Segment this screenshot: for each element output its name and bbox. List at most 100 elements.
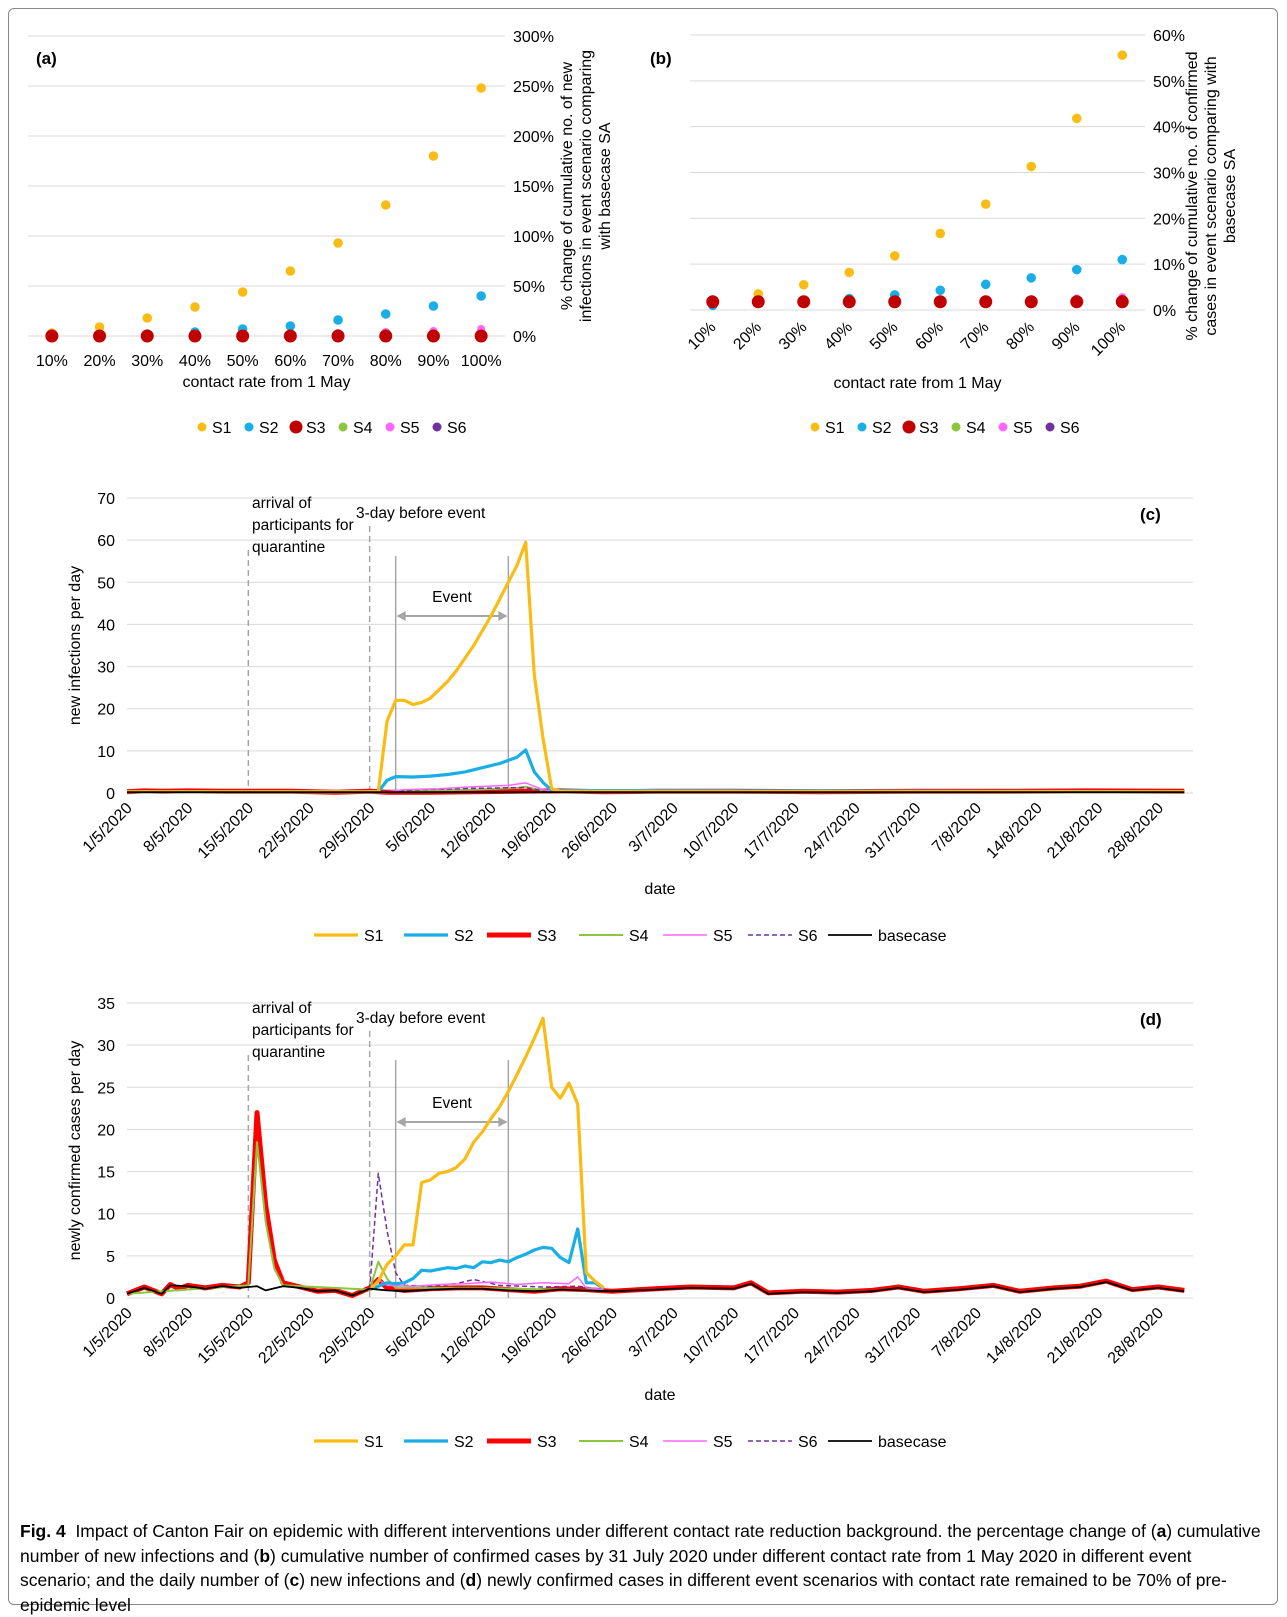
x-axis-title: contact rate from 1 May (182, 374, 350, 391)
arrival-annotation: participants for (252, 1022, 354, 1039)
x-tick-label: 21/8/2020 (1044, 1305, 1106, 1367)
event-annotation: Event (432, 1095, 472, 1112)
legend-marker-s2 (244, 422, 254, 432)
data-point-s3 (140, 329, 154, 343)
x-axis-title: date (644, 1387, 675, 1404)
legend-label: S3 (537, 928, 557, 945)
figure-caption: Fig. 4 Impact of Canton Fair on epidemic… (20, 1519, 1265, 1617)
data-point-s2 (380, 309, 391, 319)
data-point-s3 (236, 329, 250, 343)
legend-label: S3 (537, 1434, 557, 1451)
data-point-s2 (980, 279, 991, 290)
x-tick-label: 100% (1088, 319, 1129, 360)
legend-marker-s5 (998, 422, 1008, 432)
data-point-s3 (888, 295, 902, 309)
legend-marker-s6 (1045, 422, 1055, 432)
legend-marker-s4 (951, 422, 961, 432)
x-tick-label: 3/7/2020 (626, 1305, 682, 1361)
x-tick-label: 50% (867, 319, 902, 354)
y-tick-label: 50% (1153, 74, 1185, 91)
caption-segment: ) cumulative number of confirmed cases b… (20, 1545, 1192, 1591)
caption-segment: ) cumulative number of new infections an… (20, 1521, 1261, 1566)
panel-label: (a) (36, 49, 57, 68)
caption-label: Fig. 4 (20, 1521, 66, 1541)
series-line-s1 (127, 540, 1185, 794)
x-tick-label: 50% (227, 353, 259, 370)
data-point-s1 (428, 151, 439, 161)
y-tick-label: 10 (97, 744, 115, 761)
legend-label: S6 (447, 420, 467, 437)
caption-panel-ref: c (289, 1570, 300, 1590)
x-tick-label: 17/7/2020 (741, 1305, 803, 1367)
data-point-s2 (428, 301, 439, 311)
y-tick-label: 25 (97, 1080, 115, 1097)
legend-label: S2 (454, 928, 474, 945)
data-point-s2 (333, 315, 343, 325)
panel-label: (b) (650, 49, 672, 68)
data-point-s3 (797, 295, 811, 309)
data-point-s3 (283, 329, 297, 343)
event-annotation: Event (432, 589, 472, 606)
x-tick-label: 40% (821, 319, 856, 354)
data-point-s1 (844, 267, 855, 278)
event-arrow-head (396, 1117, 406, 1127)
x-tick-label: 15/5/2020 (195, 800, 257, 862)
series-line-s1 (368, 1016, 605, 1291)
data-point-s3 (751, 295, 765, 309)
y-tick-label: 0% (513, 329, 536, 346)
x-tick-label: 28/8/2020 (1105, 1305, 1167, 1367)
data-point-s3 (45, 329, 59, 343)
y-tick-label: 10% (1153, 257, 1185, 274)
x-axis-title: contact rate from 1 May (833, 375, 1001, 392)
y-axis-title: cases in event scenario comparing with (1203, 56, 1220, 335)
y-tick-label: 200% (513, 129, 554, 146)
data-point-s3 (1024, 295, 1038, 309)
data-point-s3 (842, 295, 856, 309)
y-tick-label: 250% (513, 79, 554, 96)
x-tick-label: 14/8/2020 (983, 800, 1045, 862)
y-tick-label: 35 (97, 996, 115, 1013)
event-arrow-head (498, 1117, 508, 1127)
legend-label: S2 (259, 420, 279, 437)
caption-segment: ) new infections and ( (299, 1570, 466, 1590)
y-tick-label: 10 (97, 1207, 115, 1224)
y-axis-title: with basecase SA (597, 122, 614, 251)
x-tick-label: 12/6/2020 (437, 1305, 499, 1367)
x-tick-label: 12/6/2020 (437, 800, 499, 862)
y-tick-label: 30 (97, 1038, 115, 1055)
figure-frame (8, 8, 1278, 1605)
x-tick-label: 20% (730, 319, 765, 354)
data-point-s1 (94, 322, 105, 332)
data-point-s1 (889, 251, 900, 261)
x-tick-label: 8/5/2020 (140, 1305, 196, 1361)
x-tick-label: 22/5/2020 (255, 800, 317, 862)
y-tick-label: 50 (97, 575, 115, 592)
y-tick-label: 40 (97, 617, 115, 634)
y-tick-label: 0 (106, 786, 115, 803)
data-point-s1 (190, 302, 200, 312)
data-point-s2 (1071, 264, 1082, 275)
data-point-s1 (980, 199, 991, 209)
data-point-s3 (1115, 295, 1129, 309)
figure-canvas: 0%50%100%150%200%250%300%10% 20% 30% 40% 50%… (28, 28, 1239, 1451)
y-tick-label: 20 (97, 702, 115, 719)
x-tick-label: 40% (179, 353, 211, 370)
data-point-s1 (142, 313, 153, 323)
series-line-s2 (369, 1227, 605, 1292)
legend-marker-s4 (338, 422, 348, 432)
y-tick-label: 40% (1153, 120, 1185, 137)
legend-label: S2 (454, 1434, 474, 1451)
x-tick-label: 7/8/2020 (929, 800, 985, 856)
y-tick-label: 50% (513, 279, 545, 296)
legend-label: S4 (629, 928, 649, 945)
x-tick-label: 19/6/2020 (498, 1305, 560, 1367)
x-tick-label: 24/7/2020 (801, 800, 863, 862)
arrival-annotation: participants for (252, 517, 354, 534)
x-tick-label: 29/5/2020 (316, 800, 378, 862)
y-axis-title: % change of cumulative no. of new (559, 61, 576, 310)
legend-marker-s2 (857, 422, 867, 432)
y-tick-label: 0% (1153, 303, 1176, 320)
x-tick-label: 80% (370, 353, 402, 370)
data-point-s1 (798, 279, 809, 290)
x-tick-label: 90% (417, 353, 449, 370)
